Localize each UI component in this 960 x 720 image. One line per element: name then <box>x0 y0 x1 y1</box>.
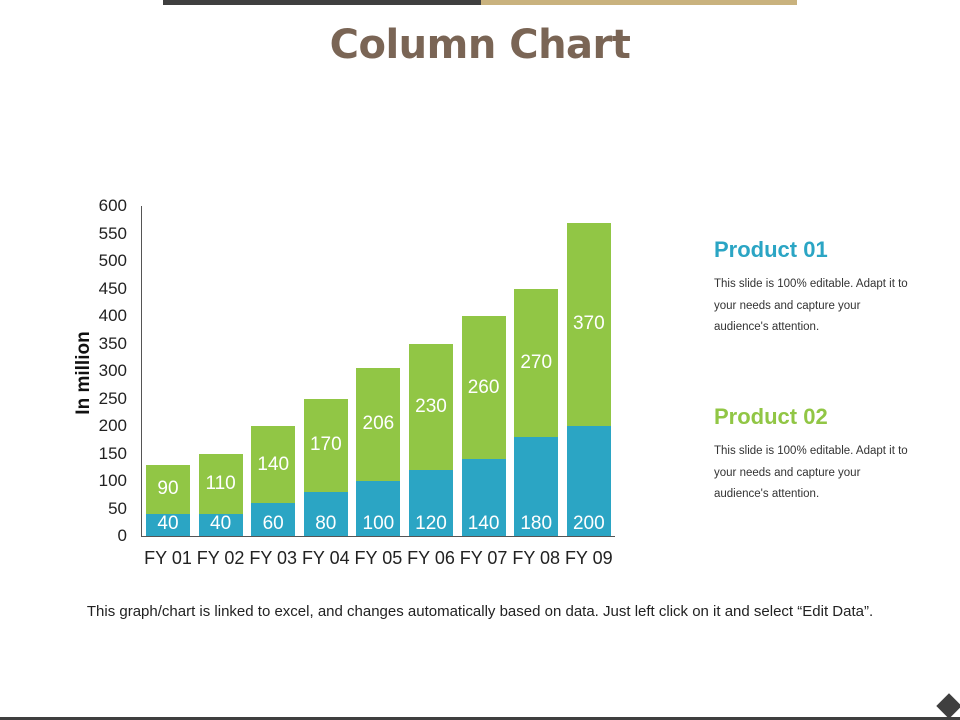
y-tick-label: 300 <box>98 361 127 380</box>
bar-segment-product-01[interactable]: 100 <box>356 481 401 536</box>
data-label: 40 <box>210 513 232 534</box>
y-tick-label: 550 <box>98 223 127 243</box>
y-tick-label: 200 <box>98 416 127 435</box>
data-label: 100 <box>362 513 395 534</box>
y-tick-label: 450 <box>98 278 127 298</box>
bar-segment-product-01[interactable]: 60 <box>251 503 296 536</box>
data-label: 140 <box>467 513 500 534</box>
x-tick-label: FY 04 <box>301 548 350 568</box>
data-label: 90 <box>157 478 179 500</box>
y-tick-label: 600 <box>98 196 127 215</box>
bottom-line <box>0 717 960 720</box>
bar-segment-product-02[interactable]: 230 <box>409 343 453 470</box>
bar-segment-product-02[interactable]: 170 <box>303 398 348 492</box>
bar-segment-product-02[interactable]: 140 <box>251 426 296 503</box>
top-bar-dark <box>163 0 481 5</box>
x-tick-label: FY 08 <box>512 548 561 568</box>
data-label: 230 <box>415 395 447 417</box>
bar-segment-product-01[interactable]: 120 <box>409 470 453 536</box>
y-tick-label: 350 <box>98 333 127 353</box>
x-tick-label: FY 03 <box>249 548 298 568</box>
legend-product-02-title: Product 02 <box>714 404 828 429</box>
bar-segment-product-01[interactable]: 40 <box>146 513 190 536</box>
x-tick-label: FY 01 <box>144 548 192 568</box>
bar-segment-product-01[interactable]: 40 <box>198 513 243 536</box>
data-label: 120 <box>415 513 447 534</box>
x-tick-label: FY 06 <box>407 548 455 568</box>
footnote: This graph/chart is linked to excel, and… <box>86 603 874 620</box>
x-tick-label: FY 09 <box>564 548 613 568</box>
legend-product-02-description: This slide is 100% editable. Adapt it to… <box>714 445 908 500</box>
data-label: 200 <box>572 513 605 534</box>
legend-product-01-title: Product 01 <box>714 237 828 262</box>
bar-segment-product-01[interactable]: 140 <box>461 459 506 536</box>
data-label: 140 <box>257 453 290 475</box>
x-axis-line <box>141 536 615 537</box>
y-tick-label: 0 <box>117 526 127 545</box>
bar-segment-product-02[interactable]: 370 <box>566 222 611 426</box>
bar-segment-product-02[interactable]: 260 <box>461 316 506 459</box>
bar-segment-product-02[interactable]: 110 <box>198 453 243 514</box>
y-tick-label: 400 <box>98 306 127 325</box>
bar-segment-product-02[interactable]: 90 <box>146 464 190 514</box>
x-tick-label: FY 07 <box>459 548 508 568</box>
bar-segment-product-01[interactable]: 180 <box>514 437 559 536</box>
data-label: 40 <box>157 513 179 534</box>
legend-product-01-description: This slide is 100% editable. Adapt it to… <box>714 278 908 333</box>
data-label: 270 <box>520 351 553 373</box>
data-label: 110 <box>205 472 236 494</box>
y-tick-label: 100 <box>98 471 127 490</box>
data-label: 180 <box>520 513 553 534</box>
data-label: 260 <box>467 376 500 398</box>
y-axis-line <box>141 206 142 537</box>
y-tick-label: 500 <box>98 251 127 270</box>
data-label: 206 <box>362 413 395 435</box>
top-bar-gold <box>481 0 797 5</box>
x-tick-label: FY 05 <box>354 548 403 568</box>
bar-segment-product-02[interactable]: 270 <box>514 288 559 437</box>
bar-segment-product-01[interactable]: 80 <box>303 492 348 536</box>
data-label: 80 <box>315 513 337 534</box>
data-label: 60 <box>262 513 284 534</box>
data-label: 170 <box>309 434 342 456</box>
bar-segment-product-02[interactable]: 206 <box>356 367 401 481</box>
slide-title: Column Chart <box>329 22 631 68</box>
y-tick-label: 50 <box>108 498 127 518</box>
x-tick-label: FY 02 <box>196 548 245 568</box>
data-label: 370 <box>572 313 605 335</box>
bar-segment-product-01[interactable]: 200 <box>566 426 611 536</box>
y-tick-label: 150 <box>98 443 127 463</box>
y-tick-label: 250 <box>98 388 127 408</box>
